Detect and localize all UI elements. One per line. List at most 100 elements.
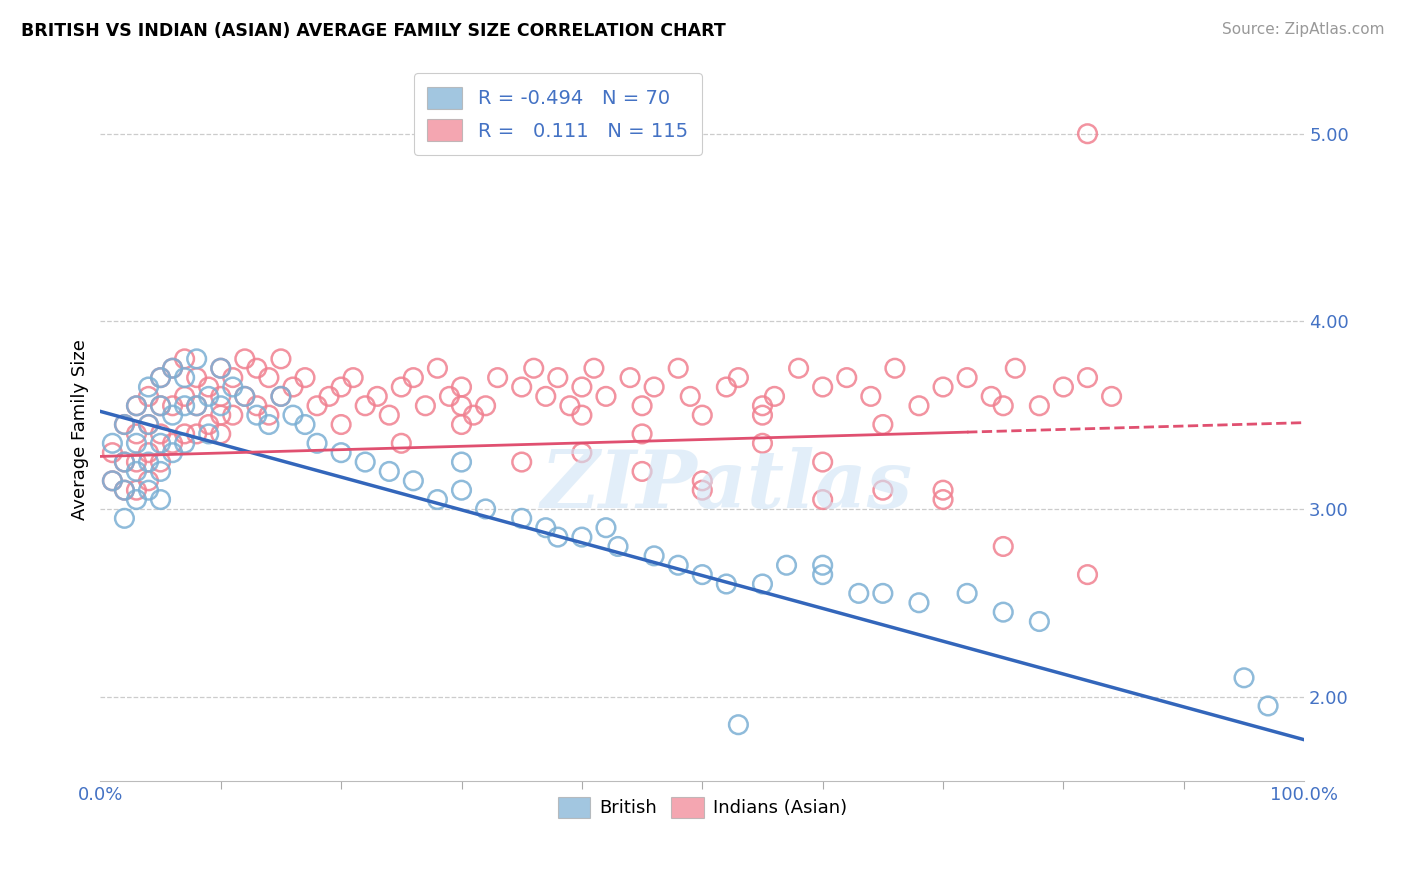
Point <box>619 370 641 384</box>
Point <box>101 445 124 459</box>
Point <box>751 577 773 591</box>
Point <box>342 370 364 384</box>
Point <box>149 399 172 413</box>
Point <box>558 399 581 413</box>
Point <box>571 380 593 394</box>
Point <box>197 389 219 403</box>
Point <box>138 455 160 469</box>
Point <box>883 361 905 376</box>
Point <box>595 521 617 535</box>
Point <box>233 389 256 403</box>
Point <box>281 380 304 394</box>
Point <box>222 370 245 384</box>
Point <box>993 540 1015 554</box>
Point <box>125 426 148 441</box>
Point <box>378 465 401 479</box>
Point <box>173 399 195 413</box>
Point <box>1028 399 1050 413</box>
Point <box>149 370 172 384</box>
Point <box>330 380 353 394</box>
Point <box>138 483 160 498</box>
Y-axis label: Average Family Size: Average Family Size <box>72 339 89 520</box>
Point <box>186 370 208 384</box>
Point <box>186 426 208 441</box>
Point <box>186 399 208 413</box>
Point <box>246 361 269 376</box>
Point <box>510 380 533 394</box>
Point <box>993 605 1015 619</box>
Point <box>138 380 160 394</box>
Point <box>690 408 713 422</box>
Point <box>125 436 148 450</box>
Point <box>257 417 280 432</box>
Point <box>246 399 269 413</box>
Point <box>149 492 172 507</box>
Point <box>679 389 702 403</box>
Point <box>523 361 546 376</box>
Point <box>149 436 172 450</box>
Point <box>908 596 931 610</box>
Point <box>872 483 894 498</box>
Point <box>162 408 184 422</box>
Point <box>197 426 219 441</box>
Point <box>690 567 713 582</box>
Point <box>101 474 124 488</box>
Point <box>112 483 135 498</box>
Point <box>1076 370 1098 384</box>
Text: ZIPatlas: ZIPatlas <box>540 447 912 524</box>
Point <box>125 399 148 413</box>
Point <box>450 380 472 394</box>
Point <box>162 399 184 413</box>
Point <box>1028 615 1050 629</box>
Point <box>162 436 184 450</box>
Point <box>138 417 160 432</box>
Point <box>763 389 786 403</box>
Text: BRITISH VS INDIAN (ASIAN) AVERAGE FAMILY SIZE CORRELATION CHART: BRITISH VS INDIAN (ASIAN) AVERAGE FAMILY… <box>21 22 725 40</box>
Point <box>751 436 773 450</box>
Point <box>1101 389 1123 403</box>
Point <box>463 408 485 422</box>
Point <box>112 483 135 498</box>
Point <box>690 483 713 498</box>
Point <box>138 389 160 403</box>
Point <box>402 370 425 384</box>
Point <box>101 474 124 488</box>
Point <box>149 455 172 469</box>
Point <box>112 455 135 469</box>
Point <box>270 351 292 366</box>
Point <box>209 399 232 413</box>
Point <box>426 361 449 376</box>
Point <box>956 370 979 384</box>
Point <box>330 445 353 459</box>
Point <box>811 380 834 394</box>
Point <box>666 361 689 376</box>
Point <box>727 370 749 384</box>
Point <box>318 389 340 403</box>
Point <box>125 483 148 498</box>
Point <box>125 455 148 469</box>
Point <box>450 455 472 469</box>
Point <box>716 577 738 591</box>
Point <box>257 408 280 422</box>
Point <box>1076 127 1098 141</box>
Point <box>330 417 353 432</box>
Point <box>209 361 232 376</box>
Point <box>209 426 232 441</box>
Point <box>125 492 148 507</box>
Point <box>173 370 195 384</box>
Point <box>426 492 449 507</box>
Point <box>787 361 810 376</box>
Point <box>932 380 955 394</box>
Point <box>474 502 496 516</box>
Point <box>209 389 232 403</box>
Point <box>173 389 195 403</box>
Point <box>643 549 665 563</box>
Point <box>378 408 401 422</box>
Point <box>956 586 979 600</box>
Point <box>848 586 870 600</box>
Point <box>149 370 172 384</box>
Point <box>246 408 269 422</box>
Point <box>233 351 256 366</box>
Point <box>993 399 1015 413</box>
Point <box>690 474 713 488</box>
